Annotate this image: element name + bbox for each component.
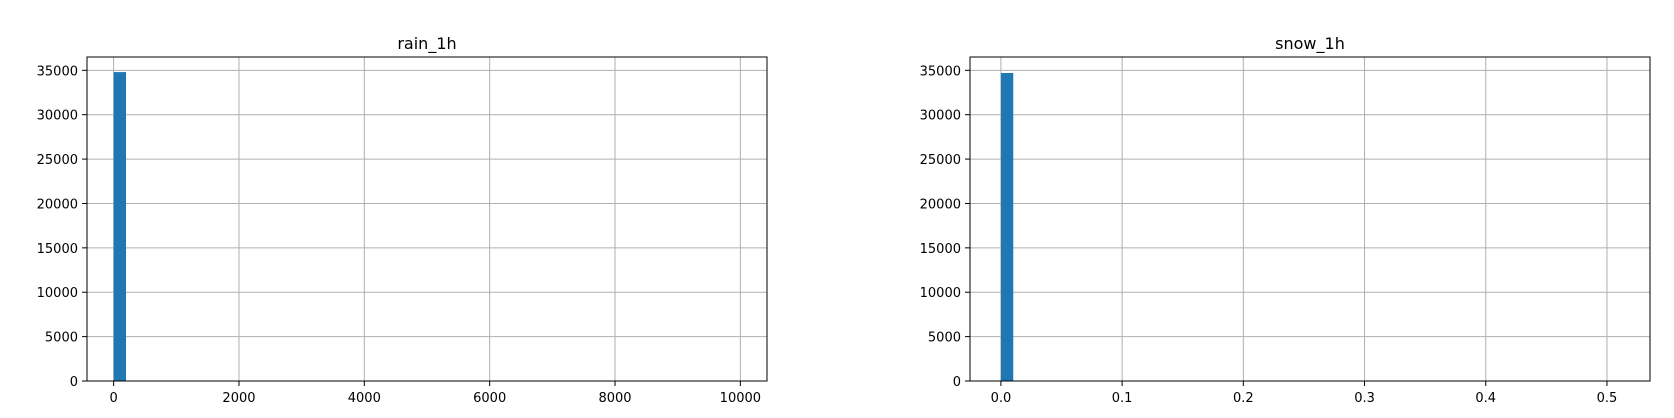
y-tick-label: 30000 <box>37 109 78 124</box>
x-tick-label: 6000 <box>473 391 506 406</box>
x-tick-label: 8000 <box>598 391 631 406</box>
y-tick-label: 30000 <box>920 109 961 124</box>
y-tick-label: 15000 <box>37 242 78 257</box>
y-tick-label: 20000 <box>920 197 961 212</box>
chart-title: rain_1h <box>397 34 456 54</box>
histogram-bar <box>1000 72 1014 381</box>
x-tick-label: 0.5 <box>1597 391 1618 406</box>
y-tick-label: 25000 <box>920 153 961 168</box>
y-tick-label: 35000 <box>37 64 78 79</box>
y-tick-label: 20000 <box>37 197 78 212</box>
y-tick-label: 35000 <box>920 64 961 79</box>
y-tick-label: 0 <box>70 375 78 390</box>
y-tick-label: 0 <box>953 375 961 390</box>
x-tick-label: 10000 <box>720 391 761 406</box>
y-tick-label: 10000 <box>920 286 961 301</box>
y-tick-label: 25000 <box>37 153 78 168</box>
x-tick-label: 0.3 <box>1354 391 1375 406</box>
y-tick-label: 15000 <box>920 242 961 257</box>
x-tick-label: 0 <box>109 391 117 406</box>
x-tick-label: 0.2 <box>1233 391 1254 406</box>
x-tick-label: 2000 <box>222 391 255 406</box>
axes-frame <box>969 56 1651 382</box>
snow-1h-histogram: 0.0 0.1 0.2 0.3 0.4 0.5 0 5000 10000 15000 20000 25… <box>920 34 1651 406</box>
x-tick-label: 4000 <box>348 391 381 406</box>
y-tick-label: 5000 <box>45 331 78 346</box>
axes-frame <box>86 56 768 382</box>
x-tick-label: 0.1 <box>1112 391 1133 406</box>
rain-1h-histogram: 0 2000 4000 6000 8000 10000 0 5000 10000 15000 200… <box>37 34 768 406</box>
chart-title: snow_1h <box>1275 34 1345 54</box>
y-tick-label: 5000 <box>928 331 961 346</box>
y-tick-label: 10000 <box>37 286 78 301</box>
x-tick-label: 0.4 <box>1475 391 1496 406</box>
x-tick-label: 0.0 <box>991 391 1012 406</box>
histogram-bar <box>113 72 127 382</box>
